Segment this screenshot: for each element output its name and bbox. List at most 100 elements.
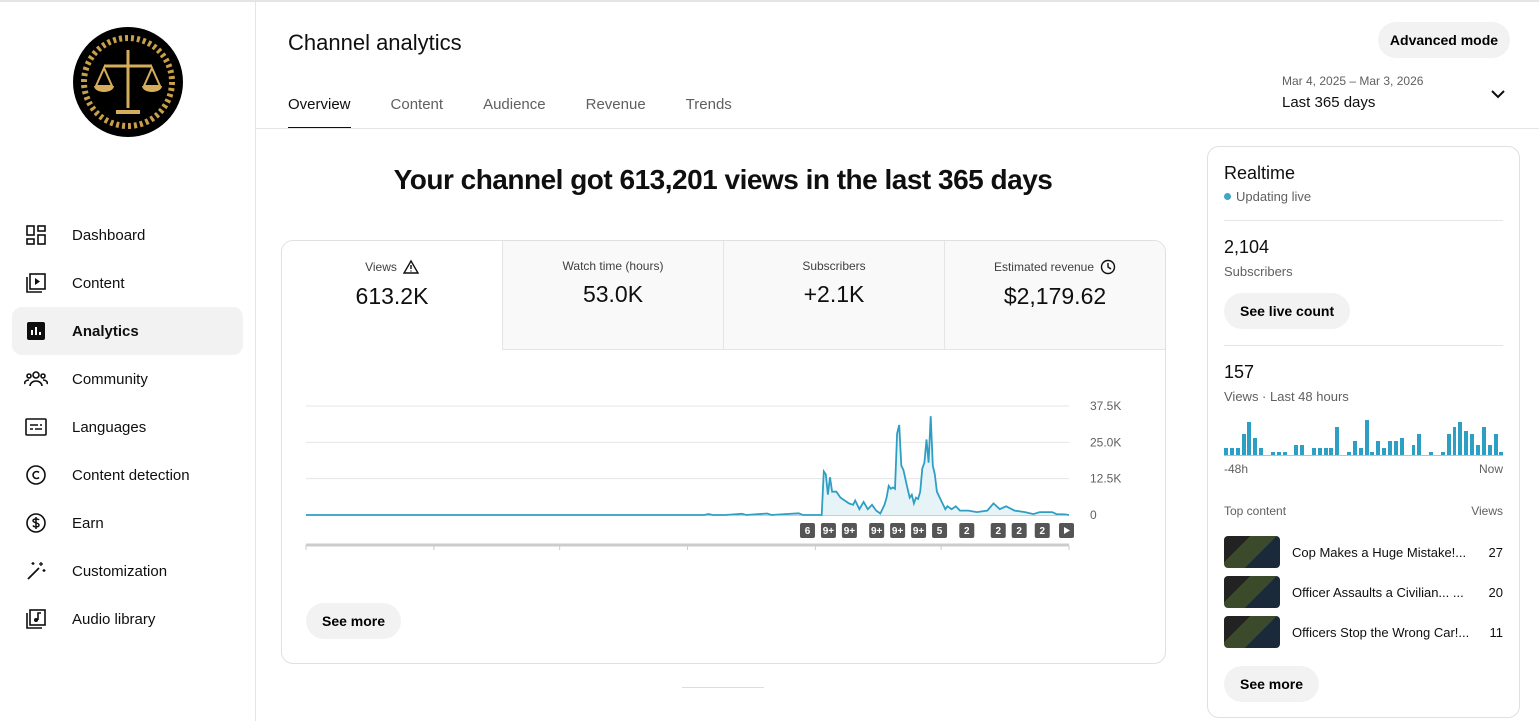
views-count: 157 — [1224, 362, 1255, 382]
video-marker[interactable]: 9+ — [841, 523, 857, 538]
metric-value: $2,179.62 — [1003, 283, 1107, 309]
sidebar-item-customization[interactable]: Customization — [12, 547, 243, 595]
video-marker-label: 9+ — [913, 526, 925, 537]
tabs: Overview Content Audience Revenue Trends — [288, 96, 732, 129]
views-line — [306, 416, 1070, 516]
video-marker[interactable]: 2 — [1011, 523, 1027, 538]
sidebar-item-label: Content detection — [72, 466, 190, 484]
video-title: Officer Assaults a Civilian... ... — [1292, 584, 1464, 600]
video-marker-label: 9+ — [844, 526, 856, 537]
realtime-bar — [1464, 430, 1469, 455]
realtime-bar — [1452, 427, 1457, 455]
sidebar-item-content[interactable]: Content — [12, 259, 243, 307]
realtime-bar — [1446, 434, 1451, 455]
tab-trends[interactable]: Trends — [685, 96, 732, 113]
dollar-icon — [26, 513, 46, 533]
realtime-bar — [1364, 420, 1369, 455]
video-marker[interactable]: 2 — [1034, 523, 1050, 538]
video-thumbnail — [1224, 616, 1280, 648]
live-status: Updating live — [1236, 189, 1312, 204]
tab-audience[interactable]: Audience — [483, 96, 546, 113]
end-label: Now — [1478, 462, 1503, 476]
realtime-see-more-button[interactable]: See more — [1224, 666, 1320, 702]
views-area — [306, 416, 1069, 515]
channel-logo[interactable] — [72, 26, 184, 138]
y-tick-label: 37.5K — [1090, 399, 1121, 413]
video-marker[interactable]: 6 — [799, 523, 815, 538]
video-views: 20 — [1488, 584, 1503, 600]
more-markers-button[interactable] — [1059, 523, 1074, 538]
realtime-bar-chart[interactable] — [1224, 420, 1504, 456]
realtime-bar — [1335, 427, 1340, 455]
realtime-bar — [1317, 448, 1322, 455]
video-views: 11 — [1489, 624, 1504, 640]
video-marker[interactable]: 2 — [959, 523, 975, 538]
realtime-bar — [1300, 444, 1305, 455]
y-tick-label: 25.0K — [1090, 435, 1121, 449]
realtime-bar — [1282, 451, 1287, 455]
video-marker[interactable]: 9+ — [869, 523, 885, 538]
chevron-down-icon — [1491, 90, 1505, 99]
realtime-bar — [1382, 448, 1387, 455]
metric-label: Subscribers — [802, 259, 866, 273]
sidebar-item-label: Languages — [72, 418, 147, 436]
live-dot-icon — [1224, 193, 1231, 200]
top-content-item[interactable]: Cop Makes a Huge Mistake!... 27 — [1224, 532, 1503, 572]
divider — [256, 128, 1539, 129]
see-more-button[interactable]: See more — [306, 603, 402, 639]
tab-revenue[interactable]: Revenue — [585, 96, 646, 113]
metric-value: 53.0K — [582, 281, 644, 307]
tab-overview[interactable]: Overview — [288, 96, 351, 129]
sidebar-item-label: Community — [72, 370, 148, 388]
video-marker[interactable]: 2 — [990, 523, 1006, 538]
advanced-mode-button[interactable]: Advanced mode — [1378, 22, 1510, 58]
sidebar-item-dashboard[interactable]: Dashboard — [12, 211, 243, 259]
subscriber-label: Subscribers — [1224, 264, 1293, 279]
tab-content[interactable]: Content — [390, 96, 444, 113]
sidebar-item-languages[interactable]: Languages — [12, 403, 243, 451]
see-live-count-button[interactable]: See live count — [1224, 293, 1351, 329]
metric-value: 613.2K — [355, 283, 429, 309]
video-marker-label: 2 — [1039, 526, 1045, 537]
metric-tab[interactable]: Views 613.2K — [282, 241, 502, 350]
realtime-bar — [1352, 441, 1357, 455]
video-marker-label: 2 — [964, 526, 970, 537]
realtime-bar — [1235, 448, 1240, 455]
top-content-item[interactable]: Officers Stop the Wrong Car!... 11 — [1224, 612, 1503, 652]
views-label: Views · Last 48 hours — [1224, 389, 1349, 404]
realtime-bar — [1487, 444, 1492, 455]
sidebar-item-audio-library[interactable]: Audio library — [12, 595, 243, 643]
realtime-bar — [1440, 451, 1445, 455]
sidebar-item-earn[interactable]: Earn — [12, 499, 243, 547]
date-label: Last 365 days — [1282, 94, 1376, 111]
metric-tab[interactable]: Subscribers +2.1K — [723, 241, 944, 350]
metric-tab[interactable]: Estimated revenue $2,179.62 — [944, 241, 1165, 350]
views-column-label: Views — [1471, 504, 1503, 518]
sidebar-item-label: Content — [72, 274, 125, 292]
realtime-bar — [1347, 451, 1352, 455]
sidebar-item-label: Earn — [72, 514, 104, 532]
top-content-item[interactable]: Officer Assaults a Civilian... ... 20 — [1224, 572, 1503, 612]
video-marker-label: 9+ — [871, 526, 883, 537]
realtime-bar — [1358, 448, 1363, 455]
sidebar-item-label: Analytics — [72, 322, 139, 340]
video-marker[interactable]: 5 — [932, 523, 948, 538]
video-marker-label: 9+ — [823, 526, 835, 537]
metric-tab[interactable]: Watch time (hours) 53.0K — [502, 241, 723, 350]
date-range-selector[interactable]: Mar 4, 2025 – Mar 3, 2026 Last 365 days — [1282, 74, 1512, 111]
realtime-bar — [1241, 434, 1246, 455]
video-marker[interactable]: 9+ — [820, 523, 836, 538]
sidebar-item-content-detection[interactable]: Content detection — [12, 451, 243, 499]
realtime-bar — [1270, 451, 1275, 455]
metric-label: Estimated revenue — [993, 260, 1095, 274]
video-marker[interactable]: 9+ — [890, 523, 906, 538]
metric-label: Watch time (hours) — [562, 259, 664, 273]
video-title: Cop Makes a Huge Mistake!... — [1292, 544, 1467, 560]
top-content-label: Top content — [1224, 504, 1287, 518]
video-marker[interactable]: 9+ — [911, 523, 927, 538]
sidebar-item-community[interactable]: Community — [12, 355, 243, 403]
sidebar-item-analytics[interactable]: Analytics — [12, 307, 243, 355]
realtime-bar — [1399, 437, 1404, 455]
start-label: -48h — [1224, 462, 1249, 476]
